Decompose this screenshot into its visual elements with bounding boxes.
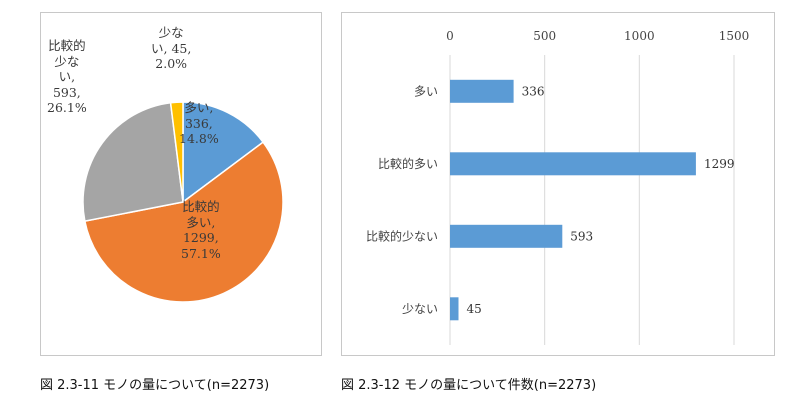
bar-chart: 0 500 1000 1500 多い 336 比較的多い 1299 比較的少ない 593 少ない 45	[366, 29, 750, 345]
bar-chart-panel: 0 500 1000 1500 多い 336 比較的多い 1299 比較的少ない 593 少ない 45	[341, 12, 775, 356]
data-label-many: 336	[522, 84, 545, 98]
x-tick-label: 1000	[624, 29, 655, 43]
pie-label-rather-few: 比較的 少な い, 593, 26.1%	[47, 38, 87, 115]
pie-slice-few	[169, 101, 184, 203]
pie-label-rather-many: 比較的 多い, 1299, 57.1%	[181, 199, 221, 261]
category-label-many: 多い	[414, 84, 438, 98]
category-label-rather-few: 比較的少ない	[366, 228, 438, 243]
pie-chart-panel: 多い, 336, 14.8% 比較的 多い, 1299, 57.1% 比較的 少な い, 593…	[40, 12, 322, 356]
bar-rather-few	[450, 224, 563, 248]
data-label-rather-many: 1299	[704, 157, 735, 171]
pie-chart	[82, 101, 284, 303]
data-label-rather-few: 593	[570, 229, 593, 243]
pie-slice-many	[182, 101, 265, 204]
category-label-rather-many: 比較的多い	[378, 156, 438, 171]
pie-slice-rather-many	[83, 141, 284, 303]
data-label-few: 45	[467, 302, 482, 316]
bar-many	[450, 79, 514, 103]
pie-slice-rather-few	[82, 101, 184, 223]
bar-rather-many	[450, 152, 696, 176]
x-tick-label: 1500	[719, 29, 750, 43]
pie-figure-caption: 図 2.3-11 モノの量について(n=2273)	[40, 378, 270, 393]
bar-figure-caption: 図 2.3-12 モノの量について件数(n=2273)	[341, 378, 597, 393]
bar-few	[450, 297, 459, 321]
pie-label-few: 少な い, 45, 2.0%	[151, 25, 192, 71]
x-tick-label: 0	[446, 29, 454, 43]
x-tick-label: 500	[533, 29, 556, 43]
category-label-few: 少ない	[402, 302, 438, 316]
pie-label-many: 多い, 336, 14.8%	[179, 100, 219, 146]
